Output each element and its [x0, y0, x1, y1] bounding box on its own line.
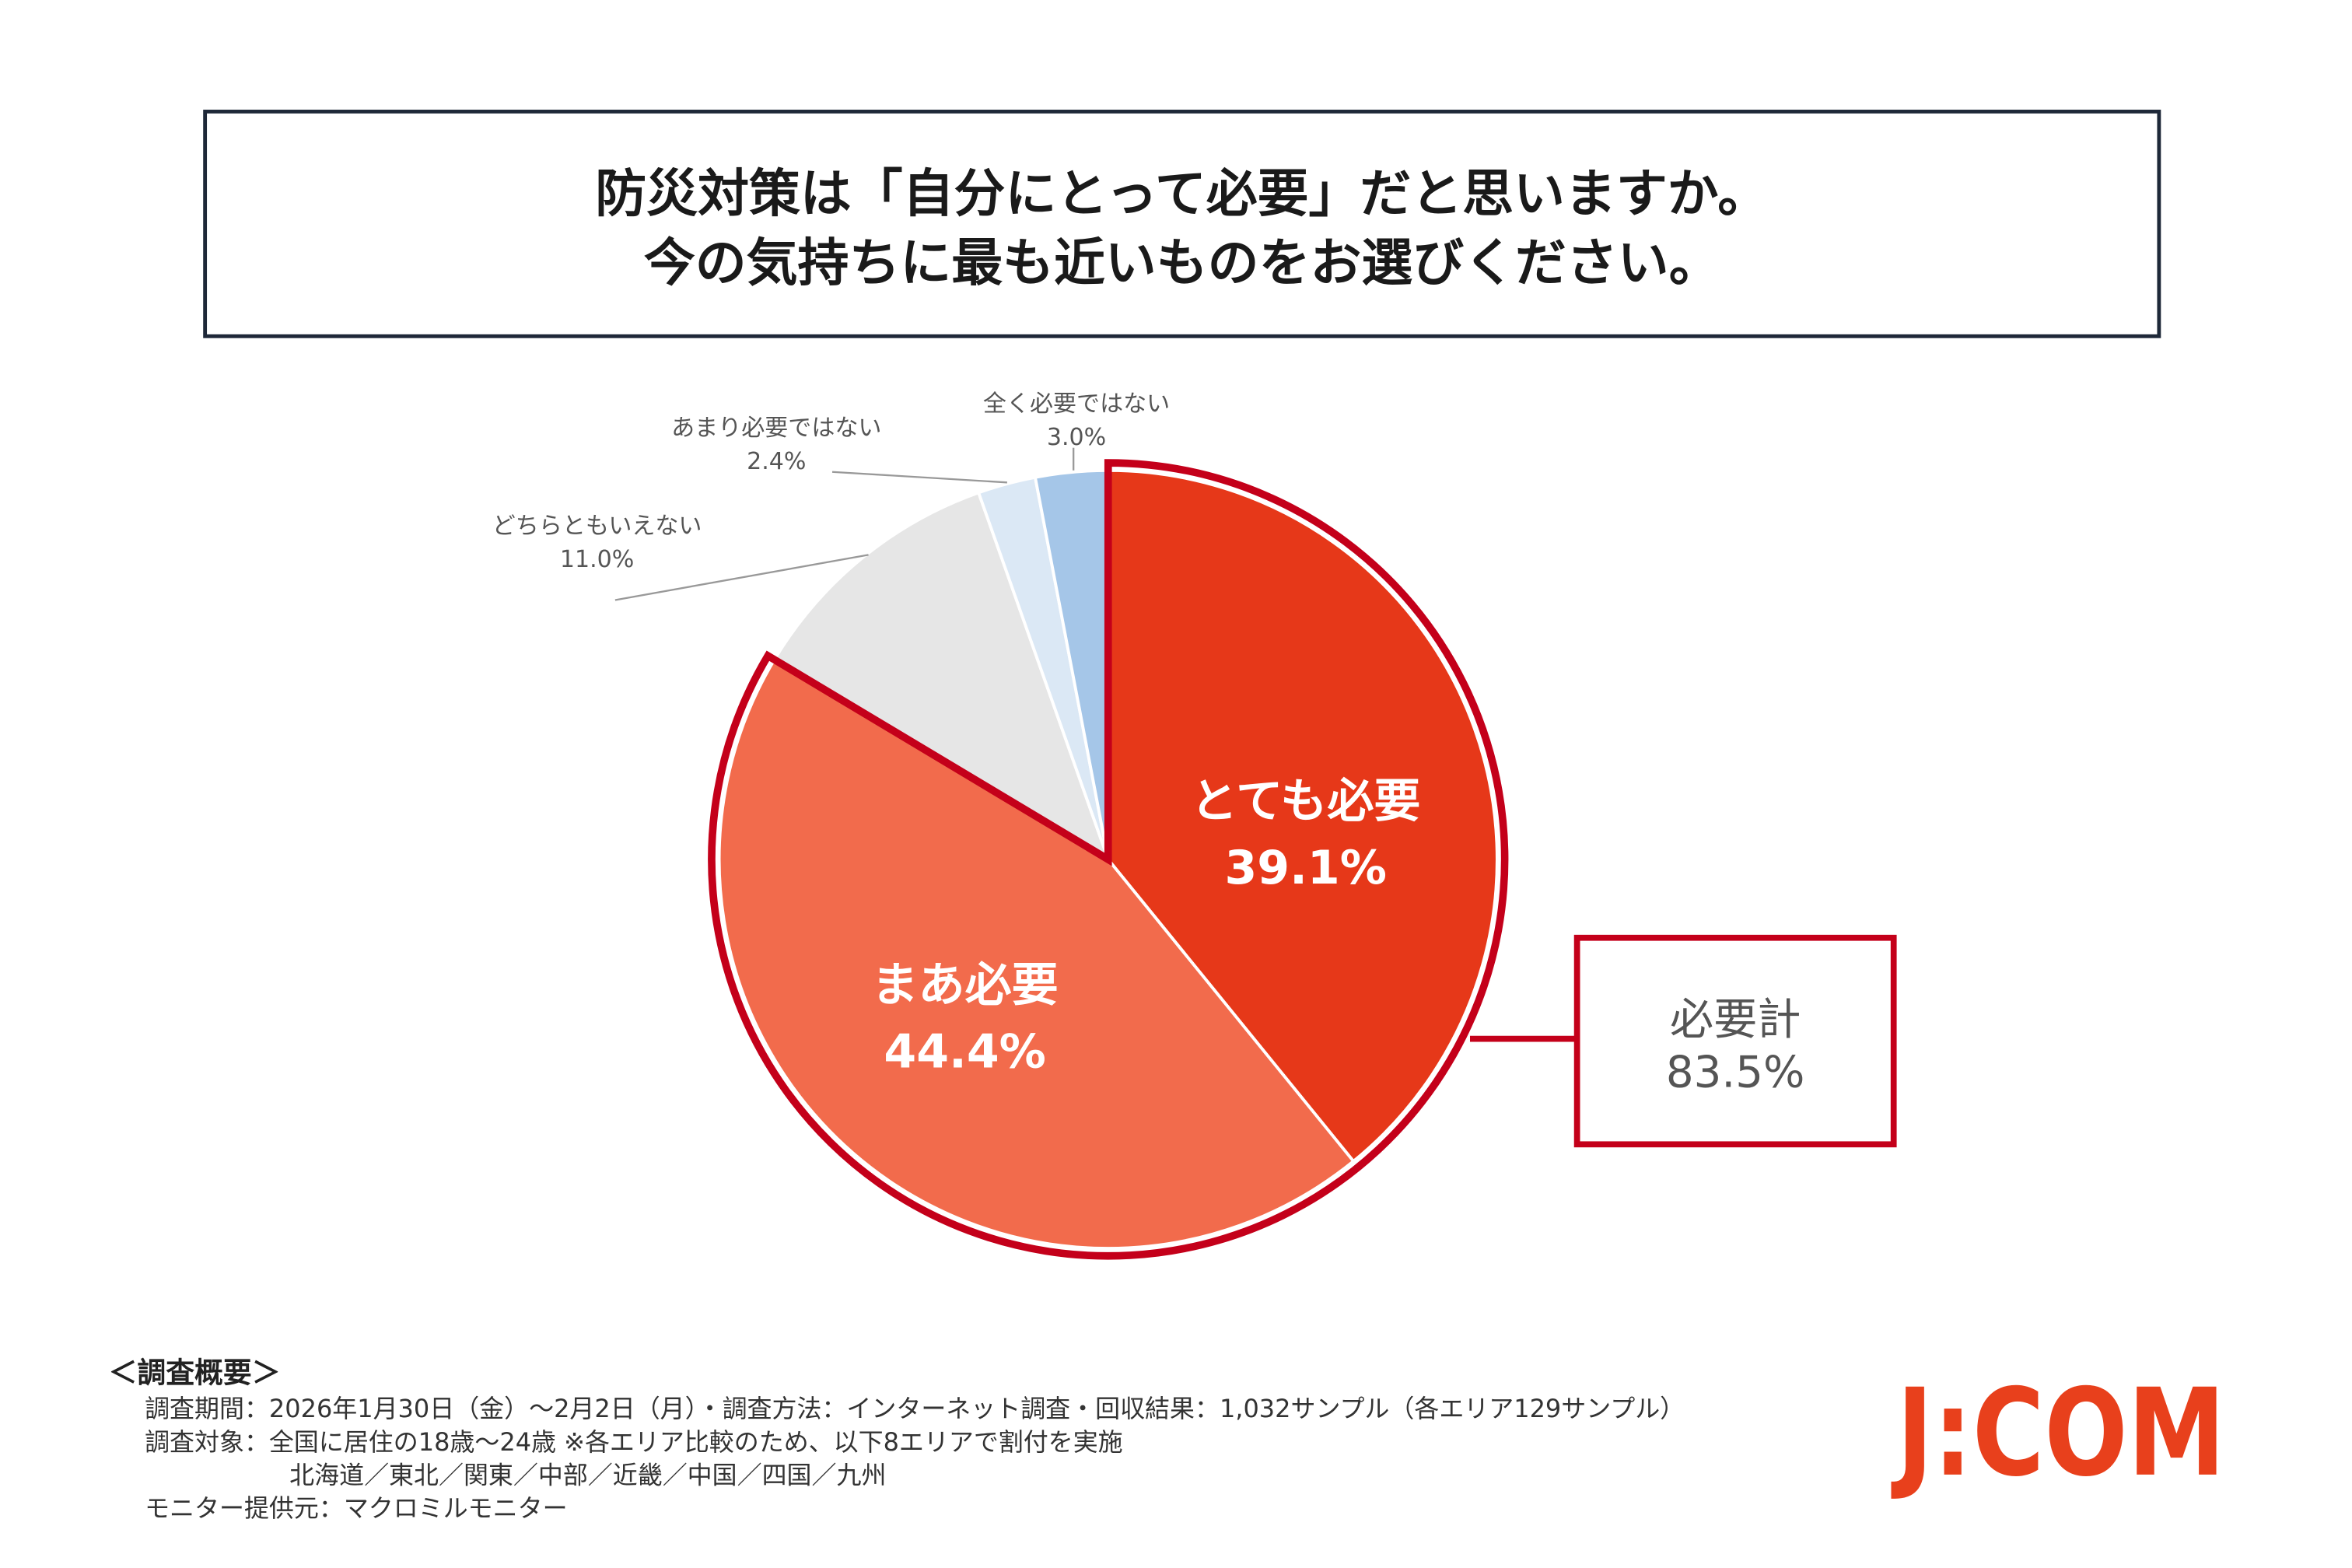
- survey-line-target: 調査対象：全国に居住の18歳～24歳 ※各エリア比較のため、以下8エリアで割付を…: [145, 1427, 1123, 1457]
- slice-value-not-at-all: 3.0%: [1047, 424, 1106, 451]
- slice-label-neutral: どちらともいえない: [492, 513, 702, 540]
- pie-slice-somewhat-necessary: [717, 657, 1356, 1250]
- slice-label-not-very: あまり必要ではない: [671, 415, 881, 442]
- slice-label-not-at-all: 全く必要ではない: [983, 390, 1170, 418]
- survey-line-period: 調査期間：2026年1月30日（金）～2月2日（月）・調査方法：インターネット調…: [145, 1394, 1685, 1423]
- pie-slice-neutral: [772, 490, 1111, 863]
- slice-value-somewhat-necessary: 44.4%: [884, 1024, 1045, 1079]
- total-callout-box: [1573, 934, 1897, 1148]
- title-box: [203, 110, 2161, 338]
- total-label: 必要計: [1670, 995, 1801, 1045]
- pie-chart: [708, 459, 1509, 1260]
- leader-line-not-very: [831, 471, 1007, 484]
- slice-label-very-necessary: とても必要: [1191, 775, 1421, 829]
- title-line-1: 防災対策は「自分にとって必要」だと思いますか。: [595, 163, 1769, 223]
- survey-line-areas: 北海道／東北／関東／中部／近畿／中国／四国／九州: [289, 1460, 886, 1489]
- slice-label-somewhat-necessary: まあ必要: [871, 958, 1058, 1013]
- slice-value-neutral: 11.0%: [560, 546, 634, 573]
- slice-value-very-necessary: 39.1%: [1224, 841, 1386, 895]
- leader-line-neutral: [614, 554, 869, 601]
- survey-line-monitor: モニター提供元：マクロミルモニター: [145, 1493, 567, 1523]
- jcom-logo: J:COM: [1891, 1363, 2225, 1503]
- slice-value-not-very: 2.4%: [747, 448, 806, 475]
- necessary-total-outline: [708, 459, 1509, 1260]
- title-line-2: 今の気持ちに最も近いものをお選びください。: [644, 233, 1720, 293]
- survey-summary-heading: ＜調査概要＞: [109, 1356, 281, 1390]
- pie-slice-very-necessary: [1106, 468, 1499, 1164]
- total-value: 83.5%: [1666, 1048, 1805, 1098]
